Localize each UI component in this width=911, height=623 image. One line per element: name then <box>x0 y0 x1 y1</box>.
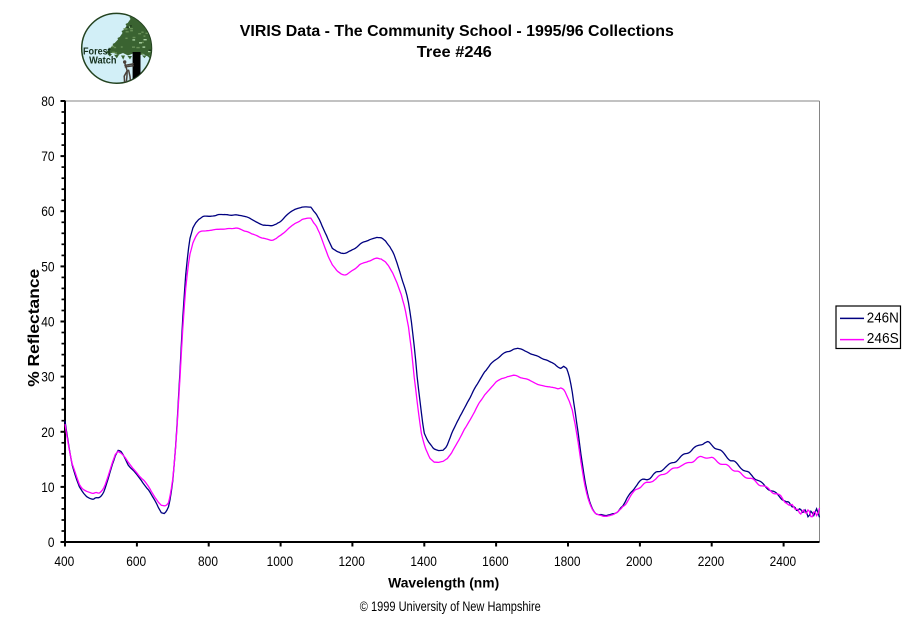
svg-text:VIRIS Data - The Community Sch: VIRIS Data - The Community School - 1995… <box>240 23 674 40</box>
svg-text:1000: 1000 <box>267 553 294 569</box>
svg-text:800: 800 <box>198 553 218 569</box>
svg-text:60: 60 <box>41 203 54 219</box>
svg-text:2400: 2400 <box>770 553 797 569</box>
svg-text:246S: 246S <box>867 331 899 347</box>
svg-text:1600: 1600 <box>482 553 509 569</box>
svg-text:1400: 1400 <box>410 553 437 569</box>
svg-text:40: 40 <box>41 314 54 330</box>
svg-text:© 1999 University of New Hamps: © 1999 University of New Hampshire <box>360 599 541 614</box>
svg-text:2000: 2000 <box>626 553 653 569</box>
svg-text:400: 400 <box>54 553 74 569</box>
svg-text:% Reflectance: % Reflectance <box>26 269 43 387</box>
svg-text:1200: 1200 <box>338 553 365 569</box>
svg-text:Watch: Watch <box>89 55 116 66</box>
svg-text:Forest: Forest <box>83 46 111 57</box>
svg-text:Wavelength (nm): Wavelength (nm) <box>388 576 499 591</box>
svg-text:20: 20 <box>41 424 54 440</box>
svg-text:Tree #246: Tree #246 <box>417 44 492 61</box>
svg-text:600: 600 <box>126 553 146 569</box>
svg-text:30: 30 <box>41 369 54 385</box>
svg-text:50: 50 <box>41 258 54 274</box>
svg-text:0: 0 <box>48 534 55 550</box>
svg-text:80: 80 <box>41 93 54 109</box>
svg-text:70: 70 <box>41 148 54 164</box>
svg-text:246N: 246N <box>867 310 899 326</box>
svg-text:2200: 2200 <box>698 553 725 569</box>
svg-text:1800: 1800 <box>554 553 581 569</box>
svg-text:10: 10 <box>41 479 54 495</box>
